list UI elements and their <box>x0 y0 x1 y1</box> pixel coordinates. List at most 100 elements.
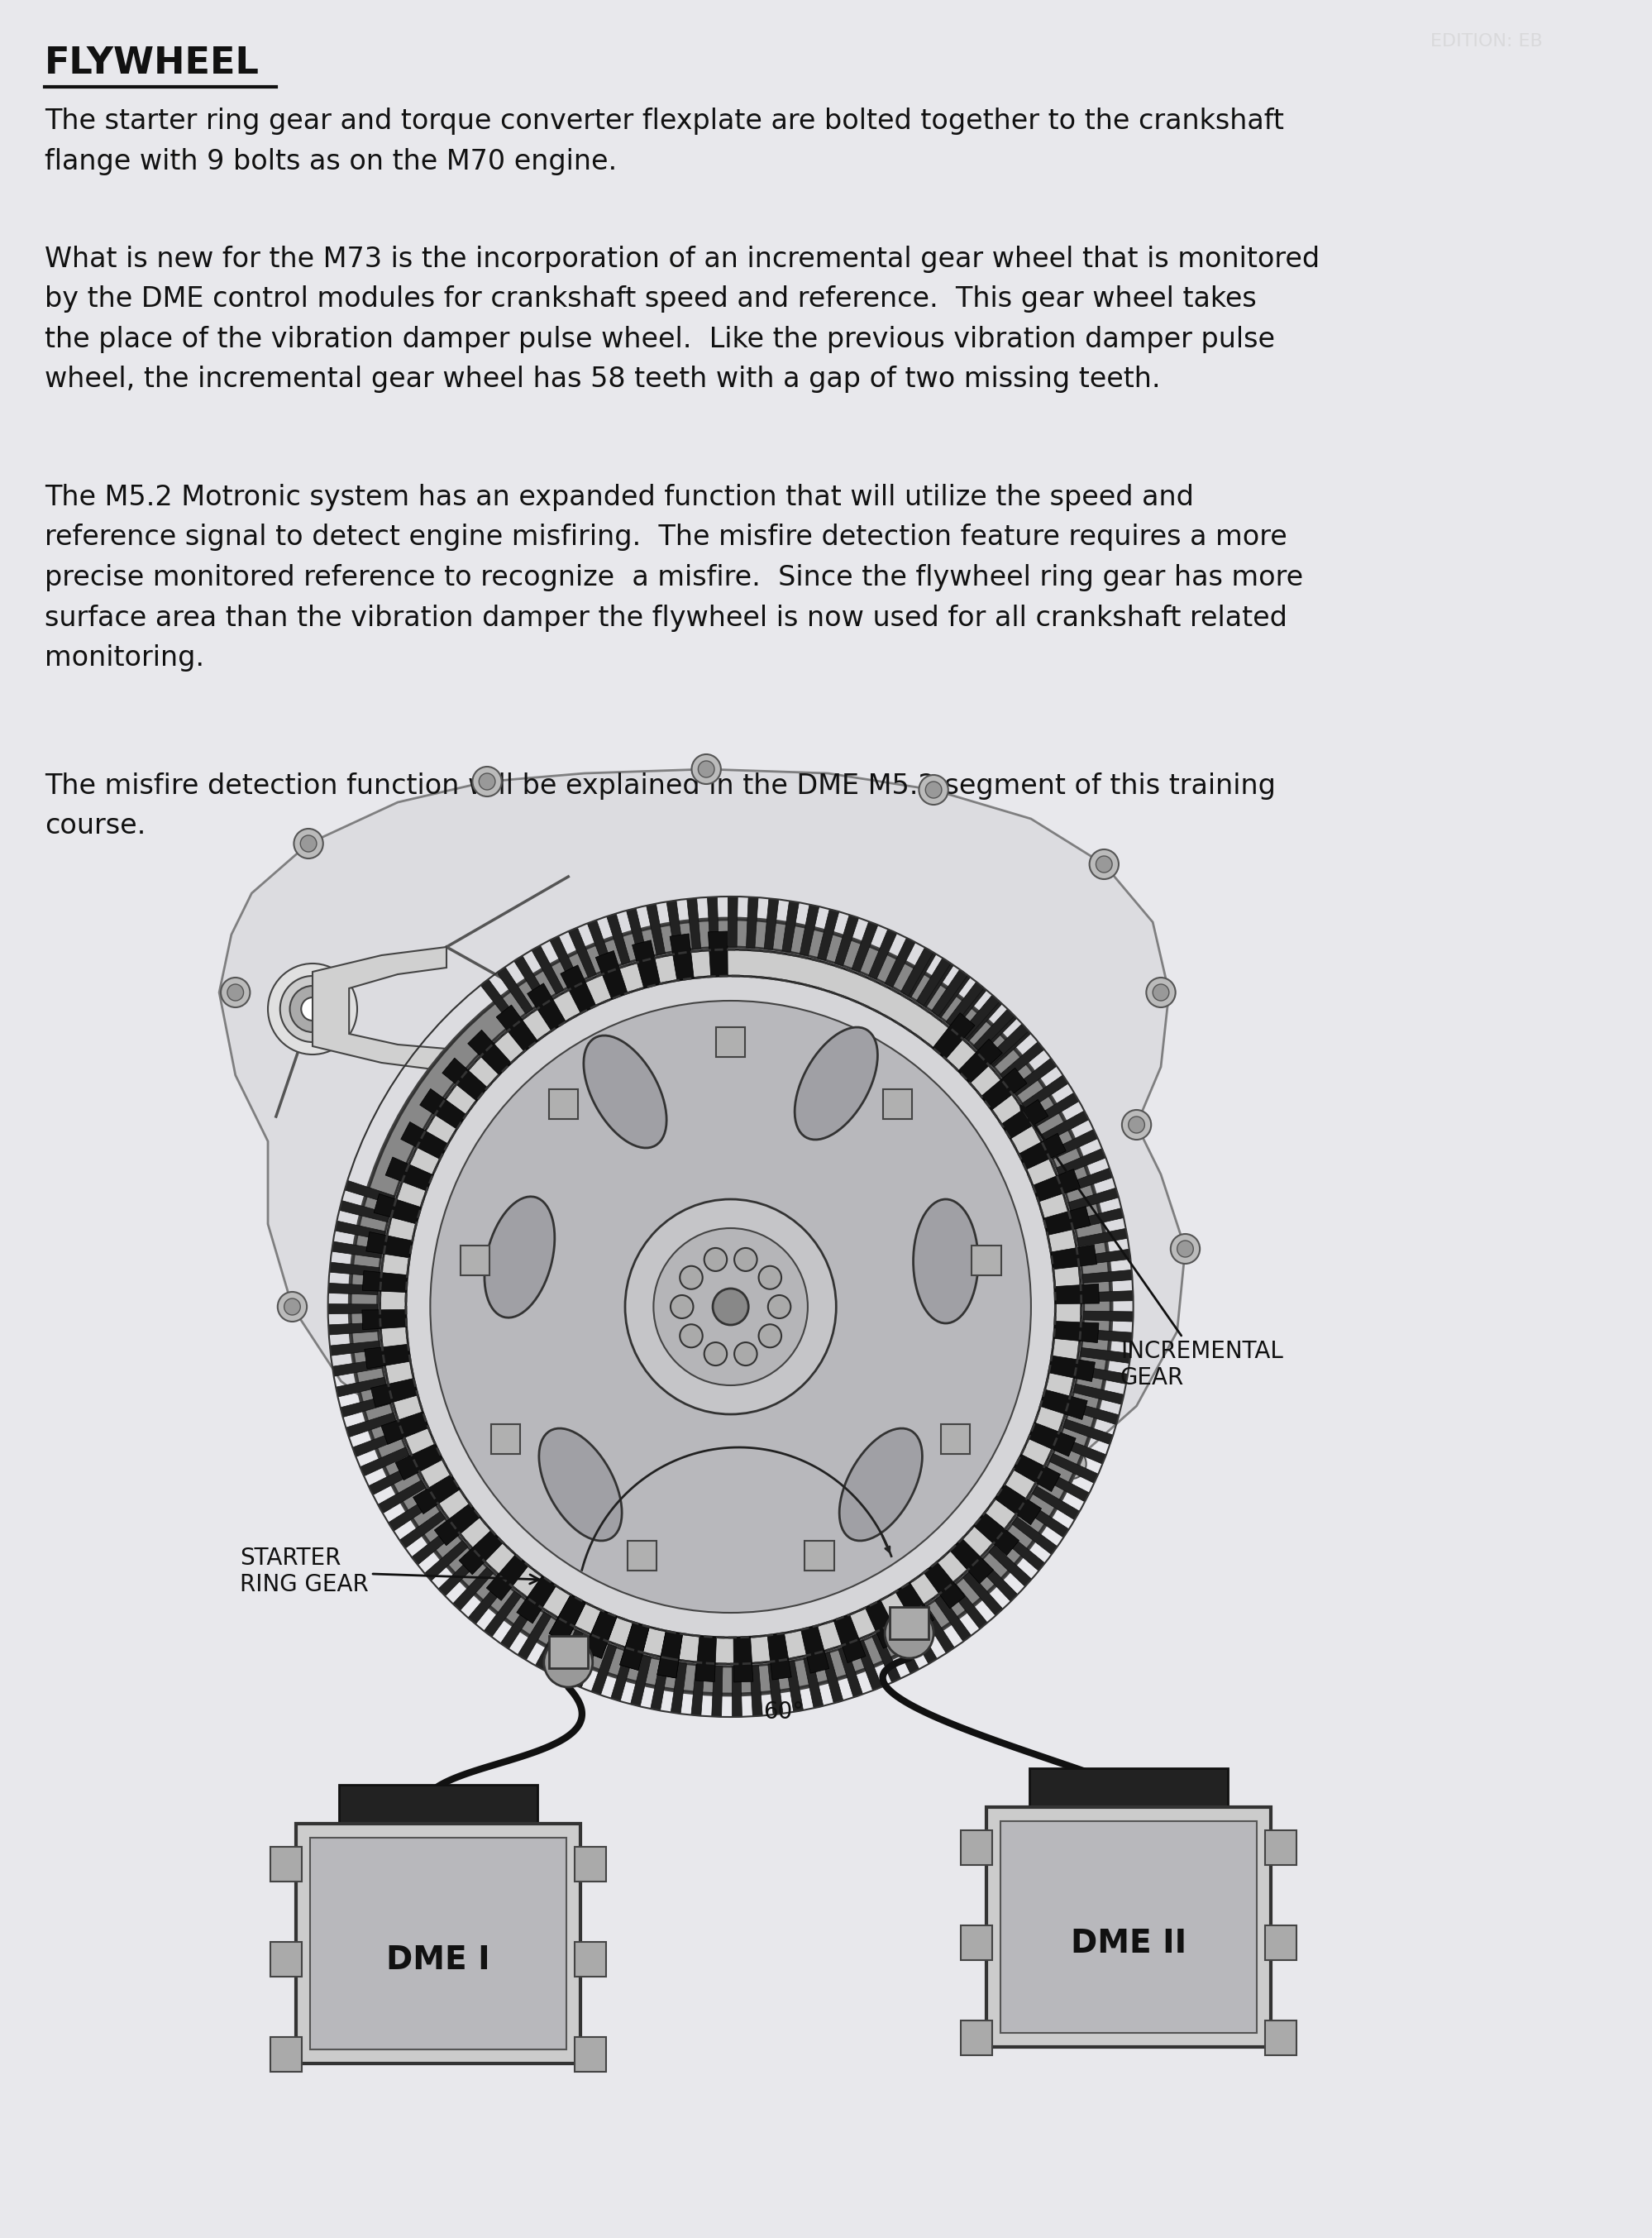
Polygon shape <box>961 998 1003 1041</box>
Polygon shape <box>834 1614 866 1663</box>
Polygon shape <box>1080 1249 1130 1264</box>
Polygon shape <box>999 1041 1044 1081</box>
Polygon shape <box>866 1600 900 1649</box>
Circle shape <box>284 1298 301 1316</box>
Ellipse shape <box>914 1200 978 1323</box>
Circle shape <box>301 998 324 1021</box>
Circle shape <box>846 1506 876 1538</box>
Circle shape <box>852 1513 869 1531</box>
Polygon shape <box>671 1663 687 1714</box>
Polygon shape <box>1013 1455 1061 1493</box>
Polygon shape <box>330 1341 380 1356</box>
Text: The starter ring gear and torque converter flexplate are bolted together to the : The starter ring gear and torque convert… <box>45 107 1284 175</box>
FancyBboxPatch shape <box>271 1943 302 1976</box>
Polygon shape <box>869 929 897 978</box>
Ellipse shape <box>839 1428 922 1540</box>
Polygon shape <box>933 1014 975 1059</box>
Polygon shape <box>1001 1531 1046 1571</box>
Polygon shape <box>712 1665 722 1717</box>
FancyBboxPatch shape <box>491 1423 520 1455</box>
Polygon shape <box>821 1652 843 1703</box>
Polygon shape <box>345 1179 395 1204</box>
Polygon shape <box>572 1638 600 1687</box>
Polygon shape <box>651 1658 669 1710</box>
Polygon shape <box>535 1620 567 1670</box>
Polygon shape <box>468 1580 507 1625</box>
Polygon shape <box>553 1629 583 1678</box>
Polygon shape <box>973 1009 1014 1052</box>
Circle shape <box>228 985 243 1000</box>
Circle shape <box>624 1200 836 1414</box>
Polygon shape <box>591 1645 616 1694</box>
Polygon shape <box>990 1546 1032 1587</box>
Polygon shape <box>1084 1291 1133 1303</box>
Polygon shape <box>923 1562 965 1609</box>
Polygon shape <box>1080 1347 1130 1363</box>
Text: FLYWHEEL: FLYWHEEL <box>45 45 259 81</box>
Polygon shape <box>560 965 596 1014</box>
FancyBboxPatch shape <box>999 1822 1257 2032</box>
Polygon shape <box>1084 1311 1133 1323</box>
Polygon shape <box>988 1027 1031 1068</box>
Circle shape <box>1178 1240 1193 1258</box>
Polygon shape <box>360 1448 410 1477</box>
Circle shape <box>408 1428 436 1459</box>
Circle shape <box>919 774 948 806</box>
Polygon shape <box>920 1607 955 1654</box>
Polygon shape <box>329 1262 380 1276</box>
FancyBboxPatch shape <box>986 1806 1270 2048</box>
Polygon shape <box>400 1511 446 1549</box>
Ellipse shape <box>583 1036 666 1148</box>
Circle shape <box>654 1229 808 1385</box>
FancyBboxPatch shape <box>271 2037 302 2072</box>
Polygon shape <box>1032 1486 1080 1520</box>
FancyBboxPatch shape <box>960 1831 991 1864</box>
Polygon shape <box>895 1582 933 1629</box>
Circle shape <box>624 1506 641 1522</box>
Polygon shape <box>365 1345 410 1370</box>
Polygon shape <box>395 1444 443 1479</box>
Polygon shape <box>1069 1401 1118 1426</box>
Polygon shape <box>1049 1130 1099 1159</box>
FancyBboxPatch shape <box>960 2021 991 2054</box>
Polygon shape <box>1054 1285 1099 1305</box>
Polygon shape <box>852 922 877 971</box>
Polygon shape <box>950 1538 993 1585</box>
Polygon shape <box>425 1540 468 1580</box>
FancyBboxPatch shape <box>942 1423 970 1455</box>
Polygon shape <box>596 951 628 998</box>
Polygon shape <box>995 1484 1041 1524</box>
Circle shape <box>758 1267 781 1289</box>
Circle shape <box>1171 1233 1199 1264</box>
Polygon shape <box>633 940 661 987</box>
Text: EDITION: EB: EDITION: EB <box>1431 34 1543 49</box>
Polygon shape <box>1049 1356 1095 1381</box>
Polygon shape <box>904 1616 937 1663</box>
Polygon shape <box>963 1571 1003 1616</box>
Circle shape <box>704 1249 727 1271</box>
Circle shape <box>430 1000 1031 1614</box>
Polygon shape <box>468 1029 510 1074</box>
Polygon shape <box>484 1591 520 1636</box>
Circle shape <box>289 987 335 1032</box>
Polygon shape <box>335 1376 387 1397</box>
Polygon shape <box>438 1553 481 1596</box>
Polygon shape <box>1051 1244 1097 1269</box>
Polygon shape <box>220 770 1184 1522</box>
FancyBboxPatch shape <box>311 1837 567 2050</box>
FancyBboxPatch shape <box>575 2037 606 2072</box>
Polygon shape <box>413 1475 459 1513</box>
Polygon shape <box>1077 1365 1128 1383</box>
Polygon shape <box>496 1005 537 1052</box>
Polygon shape <box>367 1231 413 1258</box>
Polygon shape <box>373 1193 421 1224</box>
Polygon shape <box>583 1609 616 1658</box>
Polygon shape <box>586 920 613 971</box>
Polygon shape <box>312 947 446 1072</box>
Polygon shape <box>1032 1092 1079 1126</box>
FancyBboxPatch shape <box>882 1090 912 1119</box>
Polygon shape <box>1023 1502 1069 1538</box>
Circle shape <box>1089 850 1118 880</box>
Polygon shape <box>981 1068 1028 1110</box>
Circle shape <box>1153 985 1170 1000</box>
